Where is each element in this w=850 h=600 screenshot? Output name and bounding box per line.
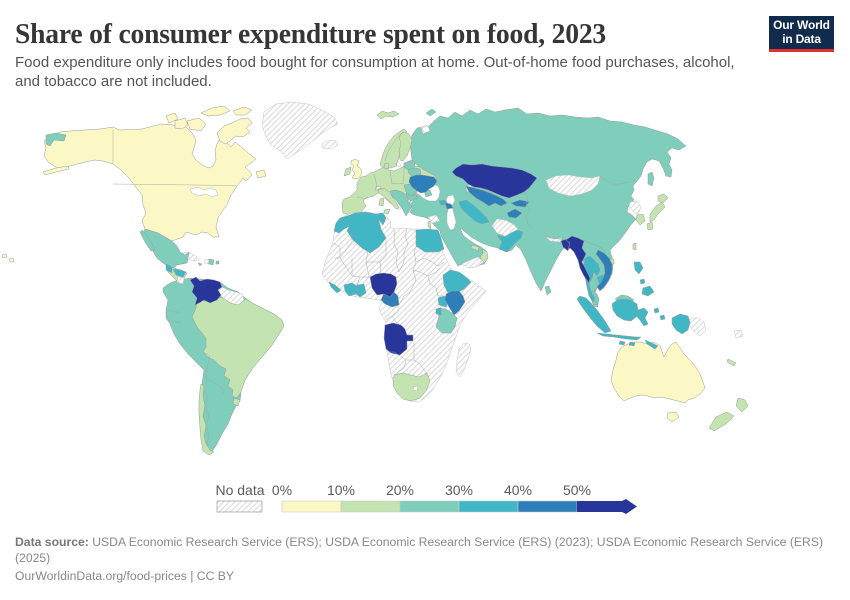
svg-text:0%: 0%	[272, 482, 292, 498]
svg-text:50%: 50%	[563, 482, 591, 498]
svg-text:30%: 30%	[445, 482, 473, 498]
svg-text:10%: 10%	[327, 482, 355, 498]
svg-text:40%: 40%	[504, 482, 532, 498]
svg-text:20%: 20%	[386, 482, 414, 498]
svg-text:No data: No data	[215, 482, 264, 498]
